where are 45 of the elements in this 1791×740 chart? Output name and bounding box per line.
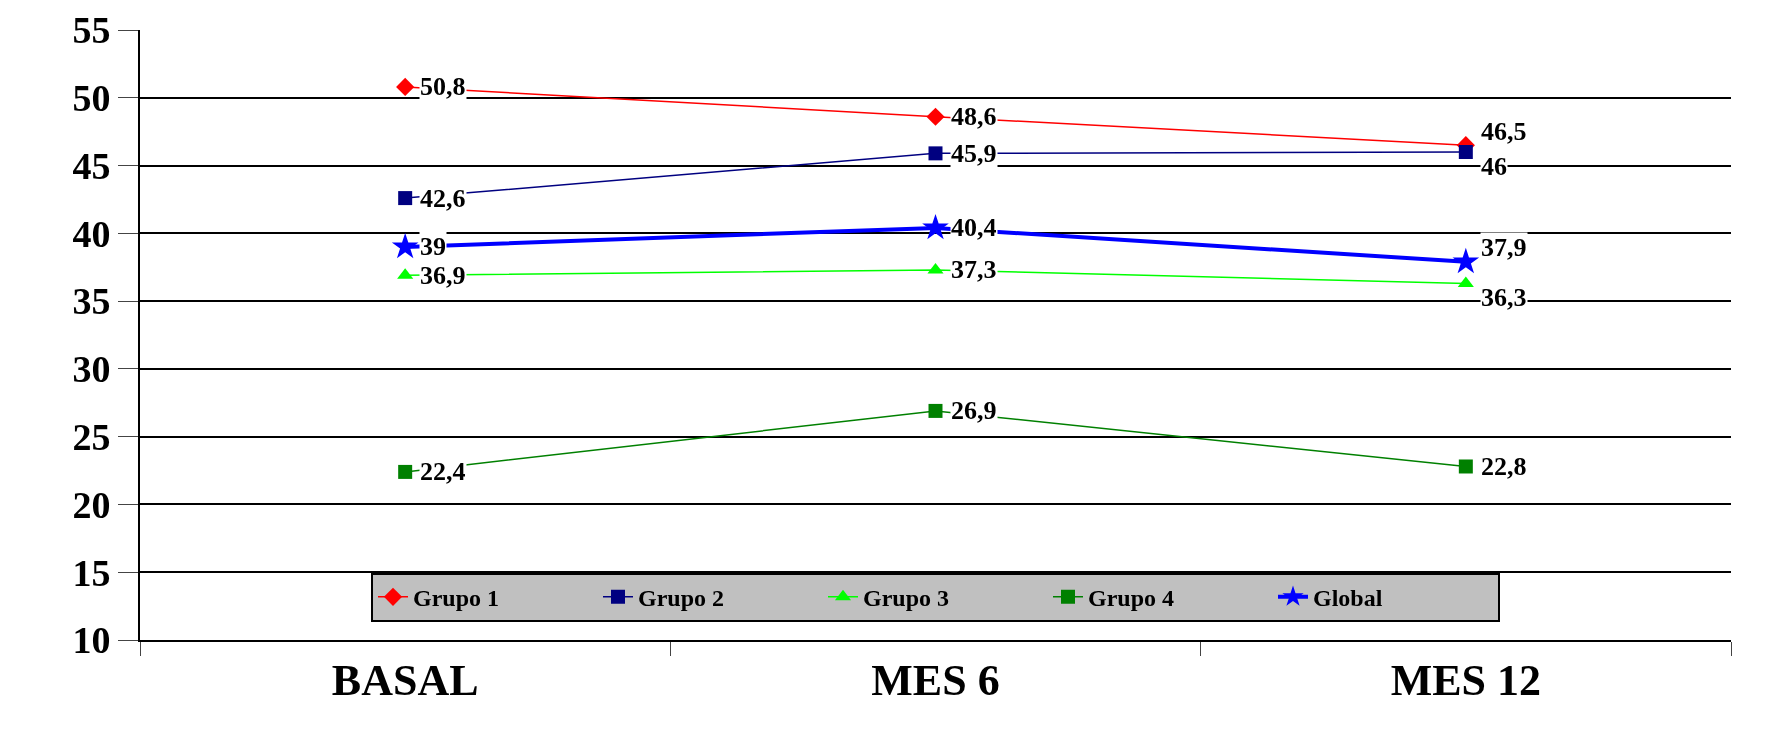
y-tick-label: 35 [72,280,111,323]
point [922,213,949,240]
legend-label: Grupo 1 [413,585,500,612]
y-tick-label: 20 [72,483,111,526]
data-label: 40,4 [951,213,997,242]
data-label: 22,8 [1481,452,1527,481]
point [1452,247,1480,274]
point [1458,145,1473,159]
data-label: 42,6 [420,184,466,213]
y-tick-label: 55 [72,9,111,52]
y-tick-label: 50 [72,77,111,120]
point [391,232,419,259]
data-label: 39 [420,232,446,261]
data-label: 46 [1481,152,1507,181]
point [396,77,415,97]
y-tick-label: 45 [72,144,111,187]
y-tick-label: 40 [72,212,111,255]
y-tick-label: 15 [72,551,111,594]
data-label: 37,9 [1481,233,1527,262]
point [398,191,413,206]
data-label: 37,3 [951,255,997,284]
legend-label: Global [1313,585,1383,612]
legend-label: Grupo 4 [1088,585,1175,612]
data-label: 36,3 [1481,283,1527,312]
data-label: 36,9 [420,261,466,290]
data-label: 22,4 [420,457,466,486]
data-label: 48,6 [951,102,997,131]
data-label: 26,9 [951,396,997,425]
point [926,107,945,126]
data-label: 46,5 [1481,117,1527,146]
y-tick-label: 10 [72,619,111,662]
point [927,262,944,274]
x-tick-label: BASAL [331,655,479,705]
data-label: 50,8 [420,72,466,101]
legend-label: Grupo 3 [863,585,950,612]
x-tick-label: MES 6 [871,655,1000,705]
legend-label: Grupo 2 [638,585,725,612]
x-tick-label: MES 12 [1390,655,1542,705]
y-tick-label: 25 [72,415,111,458]
point [398,464,413,479]
data-label: 45,9 [951,139,997,168]
y-tick-label: 30 [72,348,111,391]
point [928,403,943,418]
point [928,146,943,161]
point [1458,459,1473,474]
